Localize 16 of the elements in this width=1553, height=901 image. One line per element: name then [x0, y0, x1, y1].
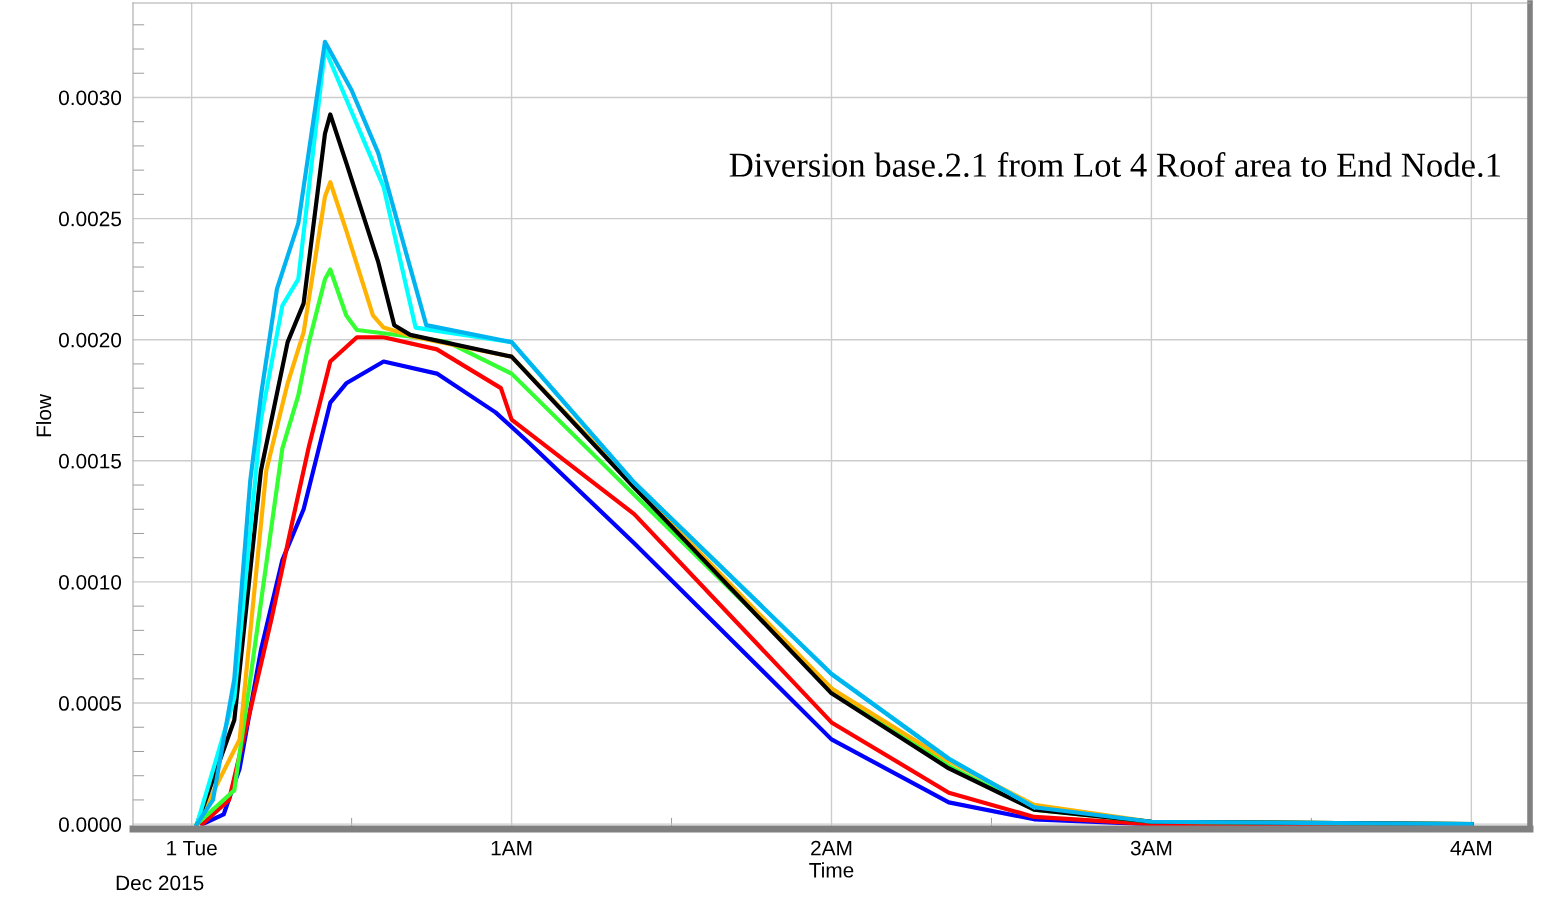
y-tick-label: 0.0025	[58, 211, 122, 227]
y-tick-label: 0.0020	[58, 332, 122, 348]
x-tick-label: 4AM	[1450, 840, 1492, 856]
x-tick-label: 1 Tue	[167, 840, 217, 856]
y-tick-label: 0.0010	[58, 574, 122, 590]
x-tick-label: 3AM	[1130, 840, 1172, 856]
y-tick-label: 0.0005	[58, 696, 122, 711]
y-tick-label: 0.0000	[58, 817, 122, 832]
annotation: Diversion base.2.1 from Lot 4 Roof area to End Node.1	[729, 152, 1500, 178]
text: Dec 2015	[116, 875, 204, 891]
y-tick-label: 0.0030	[58, 90, 122, 106]
y-axis-title: Flow	[35, 393, 52, 437]
x-axis-title: Time	[809, 862, 854, 878]
x-tick-label: 1AM	[491, 840, 532, 856]
y-tick-label: 0.0015	[58, 453, 122, 469]
x-tick-label: 2AM	[811, 840, 852, 856]
